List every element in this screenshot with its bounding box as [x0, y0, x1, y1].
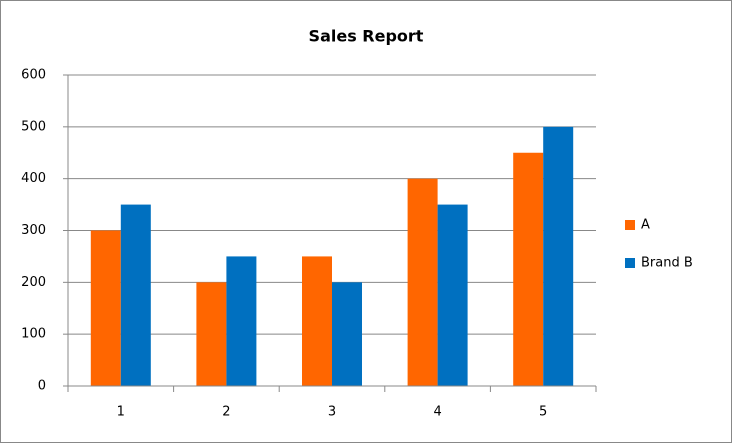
bar [302, 256, 332, 386]
legend-swatch [625, 258, 635, 268]
bar [226, 256, 257, 386]
x-tick-label: 4 [433, 405, 441, 420]
bar [90, 230, 121, 386]
chart-title: Sales Report [309, 27, 424, 46]
x-tick-label: 3 [328, 405, 336, 420]
x-tick-label: 5 [539, 405, 547, 420]
y-tick-label: 600 [21, 68, 46, 83]
y-tick-label: 400 [21, 171, 46, 186]
bar [543, 126, 574, 386]
bar [407, 178, 438, 386]
legend-label: A [641, 218, 650, 233]
bar [513, 152, 544, 386]
x-tick-label: 2 [222, 405, 230, 420]
bar [437, 204, 468, 386]
bar [196, 282, 227, 386]
x-tick-label: 1 [117, 405, 125, 420]
y-tick-label: 100 [21, 327, 46, 342]
y-tick-label: 200 [21, 275, 46, 290]
legend-label: Brand B [641, 256, 693, 271]
y-tick-label: 300 [21, 223, 46, 238]
y-tick-label: 0 [38, 379, 46, 394]
bar [120, 204, 151, 386]
bar [332, 282, 362, 386]
legend-swatch [625, 220, 635, 230]
y-tick-label: 500 [21, 119, 46, 134]
